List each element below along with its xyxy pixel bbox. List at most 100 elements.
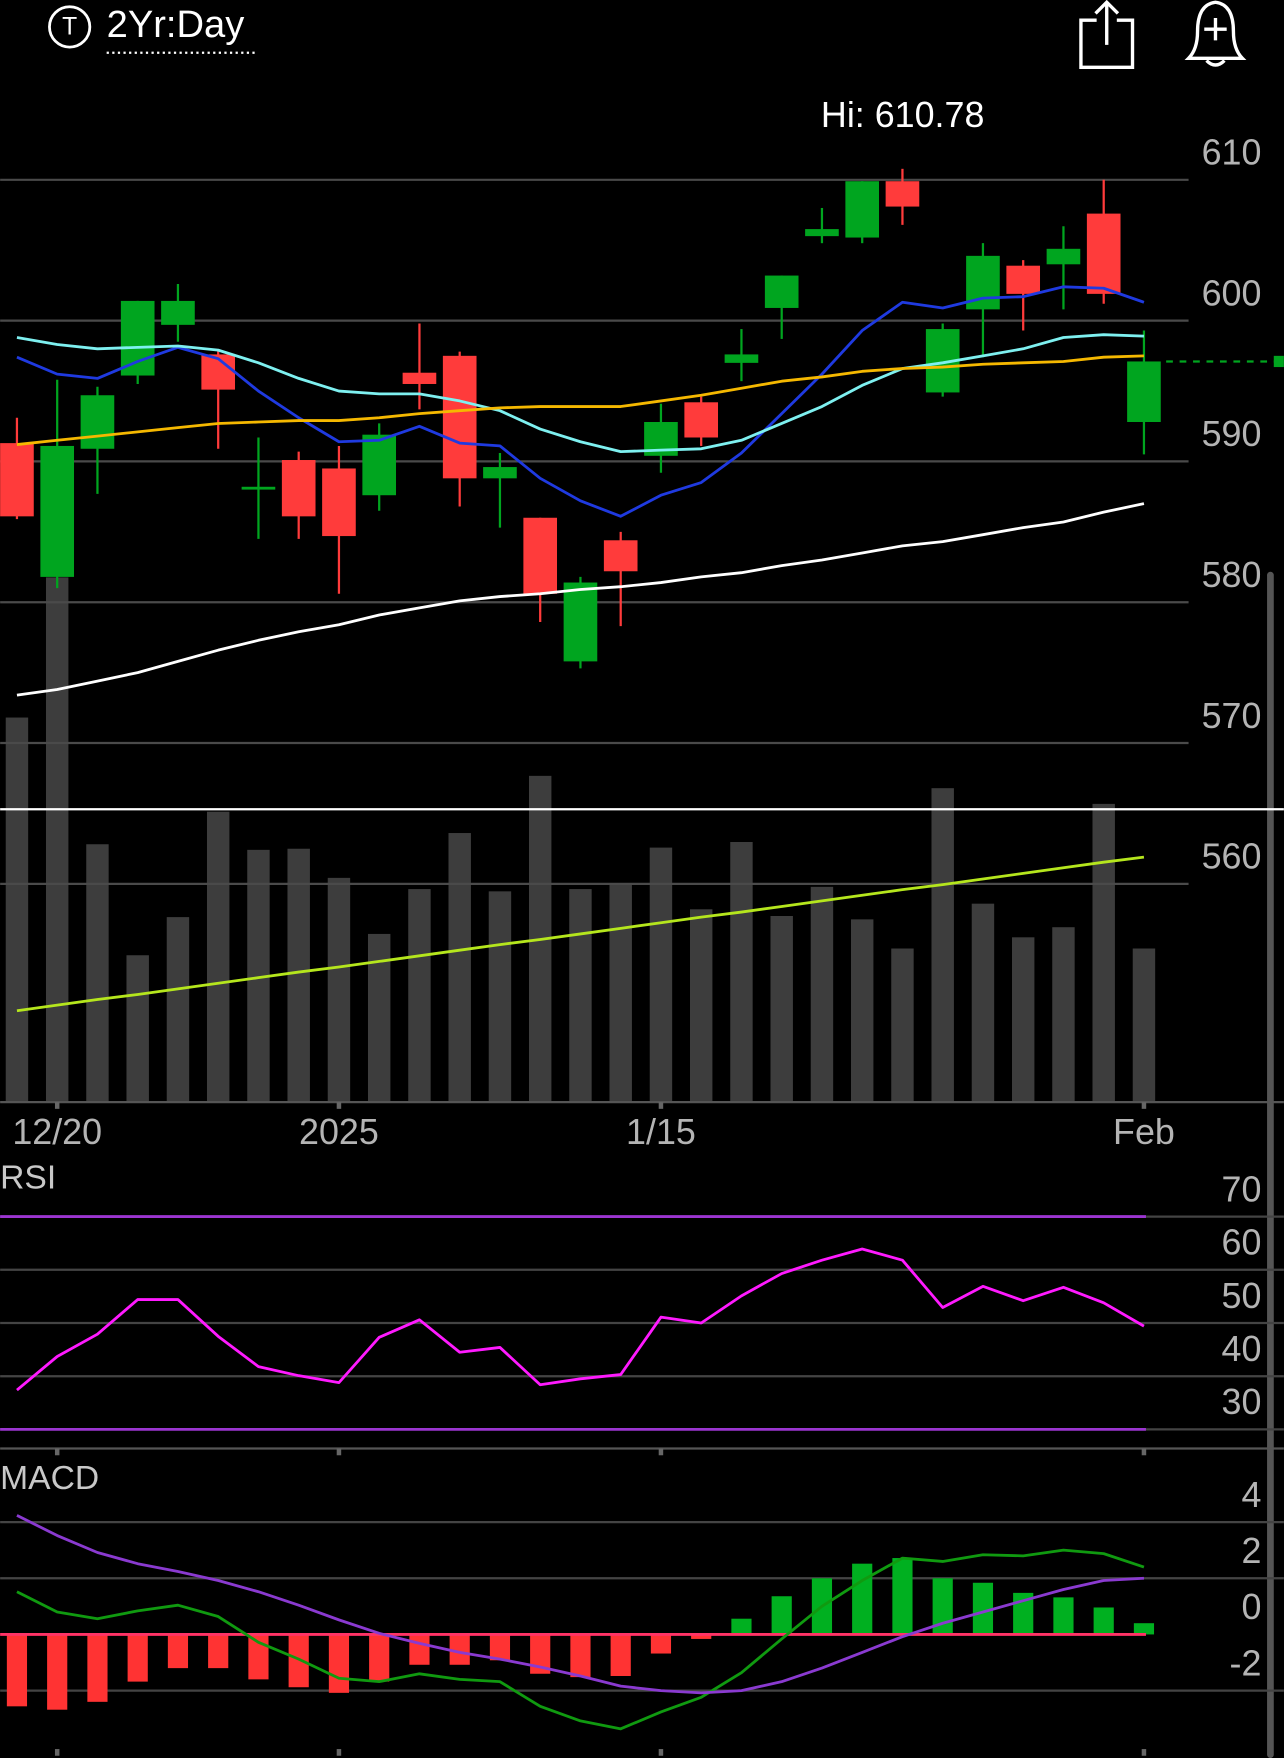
- histogram-bar: [369, 1634, 390, 1682]
- volume-bar: [166, 917, 190, 1103]
- candle-body: [724, 354, 759, 363]
- candle-body: [805, 229, 839, 237]
- signal-line: [16, 1514, 1145, 1695]
- x-tick-label: 2025: [299, 1112, 379, 1152]
- histogram-bar: [1053, 1597, 1074, 1635]
- candle-body: [603, 540, 638, 572]
- y-tick-label: 4: [1241, 1475, 1261, 1515]
- volume-bar: [126, 955, 149, 1103]
- scrollbar[interactable]: [1267, 571, 1274, 1758]
- candle-body: [161, 300, 195, 325]
- x-tick-label: 12/20: [12, 1112, 102, 1152]
- volume-bar: [367, 933, 391, 1103]
- histogram-bar: [972, 1582, 994, 1635]
- y-tick-label: 0: [1241, 1587, 1261, 1627]
- y-tick-label: 50: [1222, 1276, 1262, 1316]
- volume-bar: [850, 919, 874, 1103]
- histogram-bar: [691, 1634, 712, 1639]
- histogram-bar: [530, 1634, 551, 1674]
- volume-bar: [770, 915, 793, 1103]
- candle-body: [563, 582, 598, 662]
- share-arrow: [1094, 0, 1120, 45]
- volume-bar: [5, 717, 29, 1103]
- y-tick-label: -2: [1230, 1643, 1262, 1683]
- volume-bar: [649, 847, 673, 1103]
- share-box: [1079, 18, 1135, 69]
- volume-bar: [1011, 937, 1035, 1103]
- candle-body: [281, 460, 316, 517]
- y-tick-label: 40: [1222, 1329, 1262, 1369]
- range-selector[interactable]: 2Yr:Day: [107, 4, 245, 46]
- histogram-bar: [409, 1634, 430, 1665]
- moving-average-line: [16, 502, 1145, 697]
- histogram-bar: [852, 1563, 873, 1635]
- y-tick-label: 570: [1202, 696, 1262, 736]
- volume-bar: [891, 948, 914, 1103]
- candle-body: [0, 443, 34, 517]
- candle-body: [80, 395, 115, 449]
- candle-body: [120, 300, 155, 376]
- volume-bar: [488, 891, 512, 1103]
- histogram-bar: [610, 1634, 631, 1676]
- histogram-bar: [570, 1634, 591, 1678]
- volume-bar: [1132, 948, 1156, 1103]
- y-tick-label: 70: [1222, 1169, 1262, 1209]
- histogram-bar: [731, 1618, 752, 1635]
- volume-bar: [327, 877, 351, 1103]
- histogram-bar: [892, 1558, 913, 1635]
- volume-bar: [971, 903, 995, 1103]
- moving-average-line: [16, 354, 1144, 446]
- volume-bar: [448, 833, 471, 1103]
- y-tick-label: 610: [1202, 133, 1262, 173]
- volume-bar: [931, 788, 954, 1103]
- candle-body: [40, 445, 75, 577]
- volume-bar: [408, 889, 431, 1103]
- volume-bar: [45, 577, 69, 1103]
- candle-body: [241, 486, 276, 490]
- histogram-bar: [47, 1634, 68, 1710]
- x-tick-label: Feb: [1113, 1112, 1175, 1152]
- candle-body: [1086, 213, 1121, 294]
- x-tick-label: 1/15: [626, 1112, 696, 1152]
- bell-plus: [1204, 17, 1227, 41]
- candle-body: [684, 402, 719, 438]
- bell-clapper: [1205, 59, 1226, 67]
- ticker-icon[interactable]: [48, 5, 92, 49]
- volume-bar: [810, 886, 834, 1103]
- candle-body: [523, 517, 558, 594]
- candle-body: [845, 181, 880, 238]
- y-tick-label: 560: [1202, 837, 1262, 877]
- candle-body: [402, 372, 437, 384]
- volume-bar: [206, 811, 230, 1103]
- candle-body: [1046, 248, 1081, 265]
- histogram-bar: [1093, 1607, 1114, 1635]
- alert-button[interactable]: [1184, 0, 1247, 67]
- histogram-bar: [167, 1634, 189, 1669]
- y-tick-label: 60: [1222, 1223, 1262, 1263]
- histogram-bar: [208, 1634, 229, 1669]
- candle-body: [362, 434, 397, 496]
- volume-bar: [247, 849, 270, 1103]
- share-button[interactable]: [1079, 0, 1135, 69]
- histogram-bar: [771, 1596, 792, 1635]
- volume-bar: [1092, 803, 1115, 1103]
- candle-body: [322, 468, 356, 537]
- volume-bar: [287, 848, 310, 1103]
- histogram-bar: [6, 1634, 28, 1707]
- rsi-line: [16, 1247, 1145, 1392]
- histogram-bar: [489, 1634, 511, 1661]
- macd-line: [16, 1548, 1145, 1731]
- y-tick-label: 30: [1222, 1382, 1262, 1422]
- candle-body: [1127, 361, 1161, 423]
- bell: [1184, 0, 1247, 60]
- volume-bar: [1052, 927, 1075, 1103]
- y-tick-label: 590: [1202, 414, 1262, 454]
- candle-body: [483, 467, 517, 479]
- histogram-bar: [650, 1634, 672, 1654]
- histogram-bar: [328, 1634, 350, 1693]
- histogram-bar: [288, 1634, 309, 1688]
- candle-body: [1006, 265, 1041, 294]
- volume-bar: [86, 844, 109, 1103]
- candle-body: [885, 181, 920, 207]
